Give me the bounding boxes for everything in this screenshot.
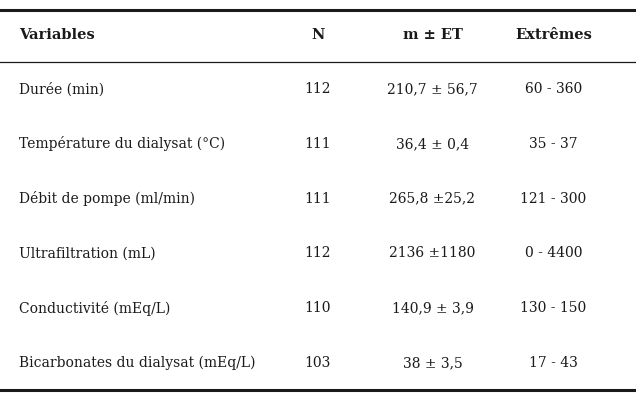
Text: 111: 111 [305, 192, 331, 205]
Text: 121 - 300: 121 - 300 [520, 192, 586, 205]
Text: 35 - 37: 35 - 37 [529, 137, 577, 151]
Text: 103: 103 [305, 356, 331, 370]
Text: m ± ET: m ± ET [403, 28, 462, 42]
Text: 110: 110 [305, 301, 331, 315]
Text: 60 - 360: 60 - 360 [525, 82, 582, 96]
Text: 112: 112 [305, 82, 331, 96]
Text: 38 ± 3,5: 38 ± 3,5 [403, 356, 462, 370]
Text: Bicarbonates du dialysat (mEq/L): Bicarbonates du dialysat (mEq/L) [19, 356, 256, 370]
Text: 111: 111 [305, 137, 331, 151]
Text: 130 - 150: 130 - 150 [520, 301, 586, 315]
Text: Débit de pompe (ml/min): Débit de pompe (ml/min) [19, 191, 195, 206]
Text: Conductivité (mEq/L): Conductivité (mEq/L) [19, 300, 170, 316]
Text: N: N [311, 28, 325, 42]
Text: 265,8 ±25,2: 265,8 ±25,2 [389, 192, 476, 205]
Text: 0 - 4400: 0 - 4400 [525, 247, 582, 261]
Text: 17 - 43: 17 - 43 [529, 356, 577, 370]
Text: Température du dialysat (°C): Température du dialysat (°C) [19, 136, 225, 152]
Text: 36,4 ± 0,4: 36,4 ± 0,4 [396, 137, 469, 151]
Text: Variables: Variables [19, 28, 95, 42]
Text: Durée (min): Durée (min) [19, 82, 104, 97]
Text: Ultrafiltration (mL): Ultrafiltration (mL) [19, 247, 156, 261]
Text: 2136 ±1180: 2136 ±1180 [389, 247, 476, 261]
Text: Extrêmes: Extrêmes [515, 28, 591, 42]
Text: 210,7 ± 56,7: 210,7 ± 56,7 [387, 82, 478, 96]
Text: 140,9 ± 3,9: 140,9 ± 3,9 [392, 301, 473, 315]
Text: 112: 112 [305, 247, 331, 261]
